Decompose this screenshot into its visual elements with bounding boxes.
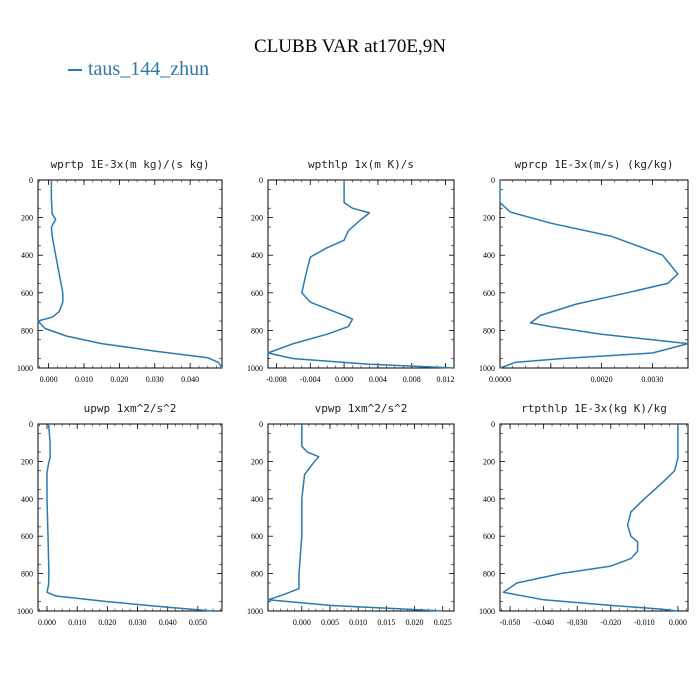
y-tick-label: 400 — [251, 495, 263, 504]
y-tick-label: 600 — [483, 532, 495, 541]
y-tick-label: 1000 — [479, 607, 495, 616]
plot-frame — [267, 423, 455, 612]
y-tick-label: 200 — [483, 214, 495, 223]
x-tick-label: 0.040 — [181, 375, 199, 384]
page-title: CLUBB VAR at170E,9N — [254, 36, 446, 57]
x-tick-label: 0.000 — [669, 618, 687, 627]
y-tick-label: 0 — [29, 176, 33, 185]
y-tick-label: 800 — [483, 570, 495, 579]
series-line — [502, 424, 679, 612]
panel-4: upwp 1xm^2/s^2 0 200 400 600 800 1000 0.000 0.01… — [17, 402, 223, 627]
y-tick-label: 600 — [251, 289, 263, 298]
y-tick-label: 200 — [21, 457, 33, 466]
x-tick-label: 0.030 — [129, 618, 147, 627]
plot-frame — [37, 423, 223, 612]
y-tick-label: 800 — [251, 570, 263, 579]
panel-title: wprcp 1E-3x(m/s) (kg/kg) — [515, 158, 674, 171]
series-line — [267, 424, 443, 612]
x-tick-label: 0.020 — [406, 618, 424, 627]
x-tick-label: 0.0030 — [641, 375, 663, 384]
y-tick-label: 1000 — [17, 364, 33, 373]
x-tick-label: 0.000 — [40, 375, 58, 384]
x-tick-label: -0.020 — [600, 618, 621, 627]
plot-frame — [499, 423, 689, 612]
x-tick-label: 0.004 — [369, 375, 387, 384]
y-tick-label: 200 — [251, 214, 263, 223]
legend: taus_144_zhun — [68, 58, 209, 81]
x-tick-label: -0.010 — [634, 618, 655, 627]
plot-frame — [37, 179, 223, 369]
x-tick-label: 0.010 — [349, 618, 367, 627]
x-tick-label: 0.020 — [110, 375, 128, 384]
y-tick-label: 800 — [21, 570, 33, 579]
y-tick-label: 800 — [483, 326, 495, 335]
y-tick-label: 0 — [491, 176, 495, 185]
x-tick-label: 0.000 — [335, 375, 353, 384]
plot-frame — [267, 179, 455, 369]
panel-3: wprcp 1E-3x(m/s) (kg/kg) 0 200 400 600 800 100… — [479, 158, 689, 384]
panel-5: vpwp 1xm^2/s^2 0 200 400 600 800 1000 0.000 0.00… — [247, 402, 455, 627]
y-tick-label: 400 — [483, 251, 495, 260]
y-tick-label: 800 — [251, 326, 263, 335]
panel-title: vpwp 1xm^2/s^2 — [315, 402, 408, 415]
y-tick-label: 600 — [251, 532, 263, 541]
y-tick-label: 1000 — [247, 607, 263, 616]
x-tick-label: -0.050 — [500, 618, 521, 627]
y-tick-label: 0 — [29, 420, 33, 429]
x-tick-label: 0.005 — [321, 618, 339, 627]
y-tick-label: 400 — [251, 251, 263, 260]
panel-title: rtpthlp 1E-3x(kg K)/kg — [521, 402, 667, 415]
panel-1: wprtp 1E-3x(m kg)/(s kg) 0 200 400 600 800 100… — [17, 158, 223, 384]
x-tick-label: -0.040 — [533, 618, 554, 627]
legend-label: taus_144_zhun — [88, 58, 210, 80]
series-line — [499, 180, 689, 369]
y-tick-label: 400 — [483, 495, 495, 504]
x-tick-label: 0.0000 — [489, 375, 511, 384]
x-tick-label: 0.000 — [38, 618, 56, 627]
x-tick-label: 0.000 — [293, 618, 311, 627]
series-line — [267, 180, 455, 369]
y-tick-label: 200 — [21, 214, 33, 223]
panel-title: wprtp 1E-3x(m kg)/(s kg) — [51, 158, 210, 171]
y-tick-label: 800 — [21, 326, 33, 335]
y-tick-label: 600 — [21, 289, 33, 298]
y-tick-label: 1000 — [17, 607, 33, 616]
x-tick-label: 0.015 — [377, 618, 395, 627]
series-line — [46, 423, 214, 612]
x-tick-label: 0.025 — [434, 618, 452, 627]
y-tick-label: 200 — [251, 457, 263, 466]
series-line — [37, 180, 223, 369]
x-tick-label: 0.020 — [98, 618, 116, 627]
y-tick-label: 1000 — [479, 364, 495, 373]
y-tick-label: 400 — [21, 251, 33, 260]
panel-6: rtpthlp 1E-3x(kg K)/kg02004006008001000-… — [479, 402, 689, 627]
panel-title: upwp 1xm^2/s^2 — [84, 402, 177, 415]
x-tick-label: 0.008 — [403, 375, 421, 384]
x-tick-label: 0.0020 — [591, 375, 613, 384]
y-tick-label: 1000 — [247, 364, 263, 373]
y-tick-label: 0 — [259, 420, 263, 429]
y-tick-label: 0 — [259, 176, 263, 185]
x-tick-label: 0.010 — [68, 618, 86, 627]
y-tick-label: 0 — [491, 420, 495, 429]
x-tick-label: -0.030 — [567, 618, 588, 627]
y-tick-label: 400 — [21, 495, 33, 504]
x-tick-label: 0.030 — [146, 375, 164, 384]
x-tick-label: 0.012 — [437, 375, 455, 384]
plot-frame — [499, 179, 689, 369]
x-tick-label: 0.010 — [75, 375, 93, 384]
panel-title: wpthlp 1x(m K)/s — [308, 158, 414, 171]
legend-line-swatch — [68, 69, 82, 72]
x-tick-label: 0.050 — [189, 618, 207, 627]
y-tick-label: 200 — [483, 457, 495, 466]
x-tick-label: -0.008 — [266, 375, 287, 384]
y-tick-label: 600 — [21, 532, 33, 541]
y-tick-label: 600 — [483, 289, 495, 298]
x-tick-label: 0.040 — [159, 618, 177, 627]
x-tick-label: -0.004 — [300, 375, 321, 384]
panel-2: wpthlp 1x(m K)/s 0 200 400 600 800 1000-0.008 -… — [247, 158, 455, 384]
